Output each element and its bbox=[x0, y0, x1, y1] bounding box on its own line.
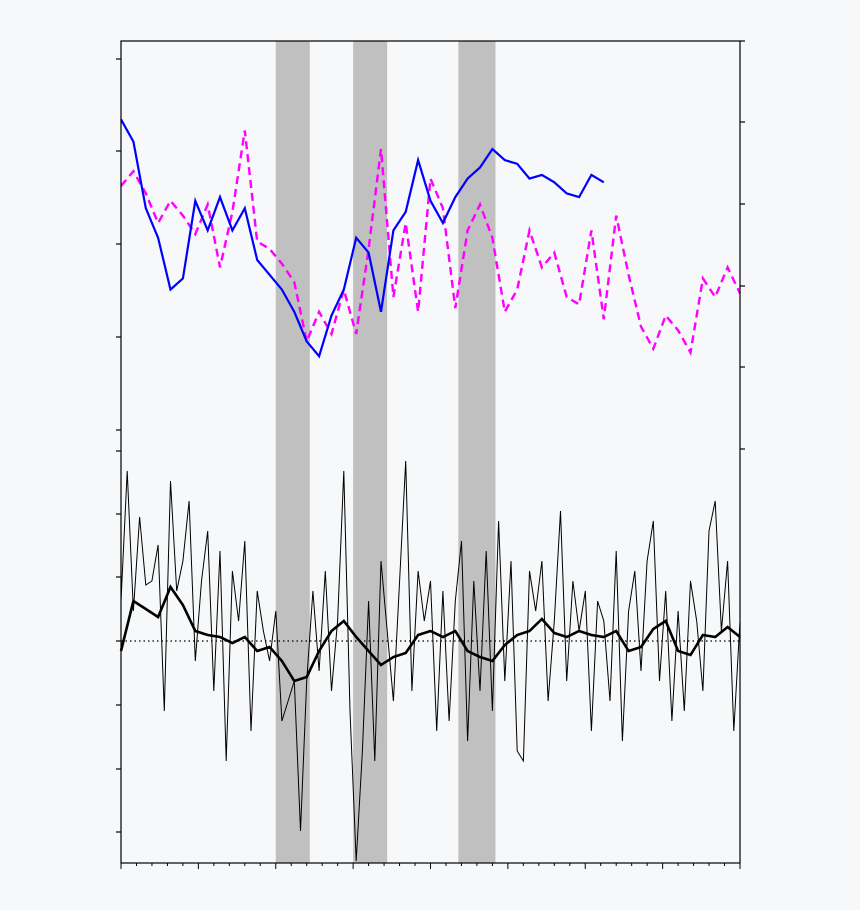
plot-area bbox=[121, 41, 740, 863]
series-line-blue bbox=[120, 118, 605, 359]
shaded-period-2 bbox=[353, 41, 388, 863]
series-line-black-thick bbox=[119, 584, 741, 683]
shaded-period-3 bbox=[458, 41, 496, 863]
series-line-black-thin bbox=[120, 460, 741, 862]
shaded-period-1 bbox=[275, 41, 310, 863]
